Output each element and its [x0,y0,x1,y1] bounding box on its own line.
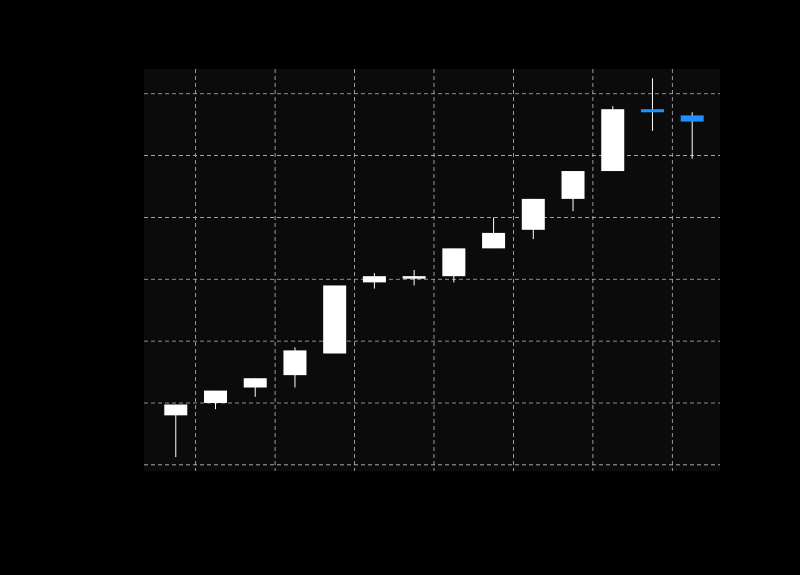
candle-7 [442,248,466,283]
candle-body-6 [402,276,426,279]
candle-5 [362,273,386,289]
candle-body-11 [601,109,625,172]
candle-8 [482,217,506,249]
candles [164,78,704,458]
candle-body-13 [680,115,704,122]
candle-2 [243,378,267,397]
candle-body-7 [442,248,466,277]
candle-11 [601,106,625,172]
candle-body-5 [362,276,386,283]
candle-0 [164,404,188,458]
candle-1 [204,390,228,410]
candle-4 [323,285,347,354]
candle-body-0 [164,404,188,416]
candle-body-1 [204,390,228,403]
candle-3 [283,347,307,388]
candle-9 [521,198,545,240]
candle-body-12 [640,109,664,113]
candle-body-9 [521,198,545,230]
candle-6 [402,270,426,286]
candle-13 [680,112,704,159]
candle-body-3 [283,350,307,376]
candle-10 [561,171,585,212]
candle-12 [640,78,664,131]
candle-body-10 [561,171,585,199]
plot-area [144,69,720,471]
candle-body-4 [323,285,347,354]
candle-body-2 [243,378,267,388]
candle-body-8 [482,232,506,249]
grid-lines [144,69,720,471]
